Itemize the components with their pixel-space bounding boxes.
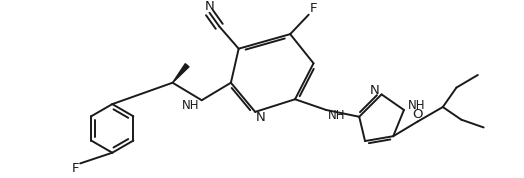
Text: N: N: [256, 111, 266, 124]
Text: O: O: [412, 108, 423, 121]
Text: F: F: [310, 2, 317, 15]
Text: NH: NH: [182, 99, 200, 112]
Text: N: N: [370, 84, 380, 97]
Text: N: N: [205, 0, 214, 13]
Polygon shape: [172, 64, 189, 83]
Text: F: F: [72, 162, 79, 175]
Text: NH: NH: [408, 99, 425, 112]
Text: NH: NH: [328, 109, 346, 122]
